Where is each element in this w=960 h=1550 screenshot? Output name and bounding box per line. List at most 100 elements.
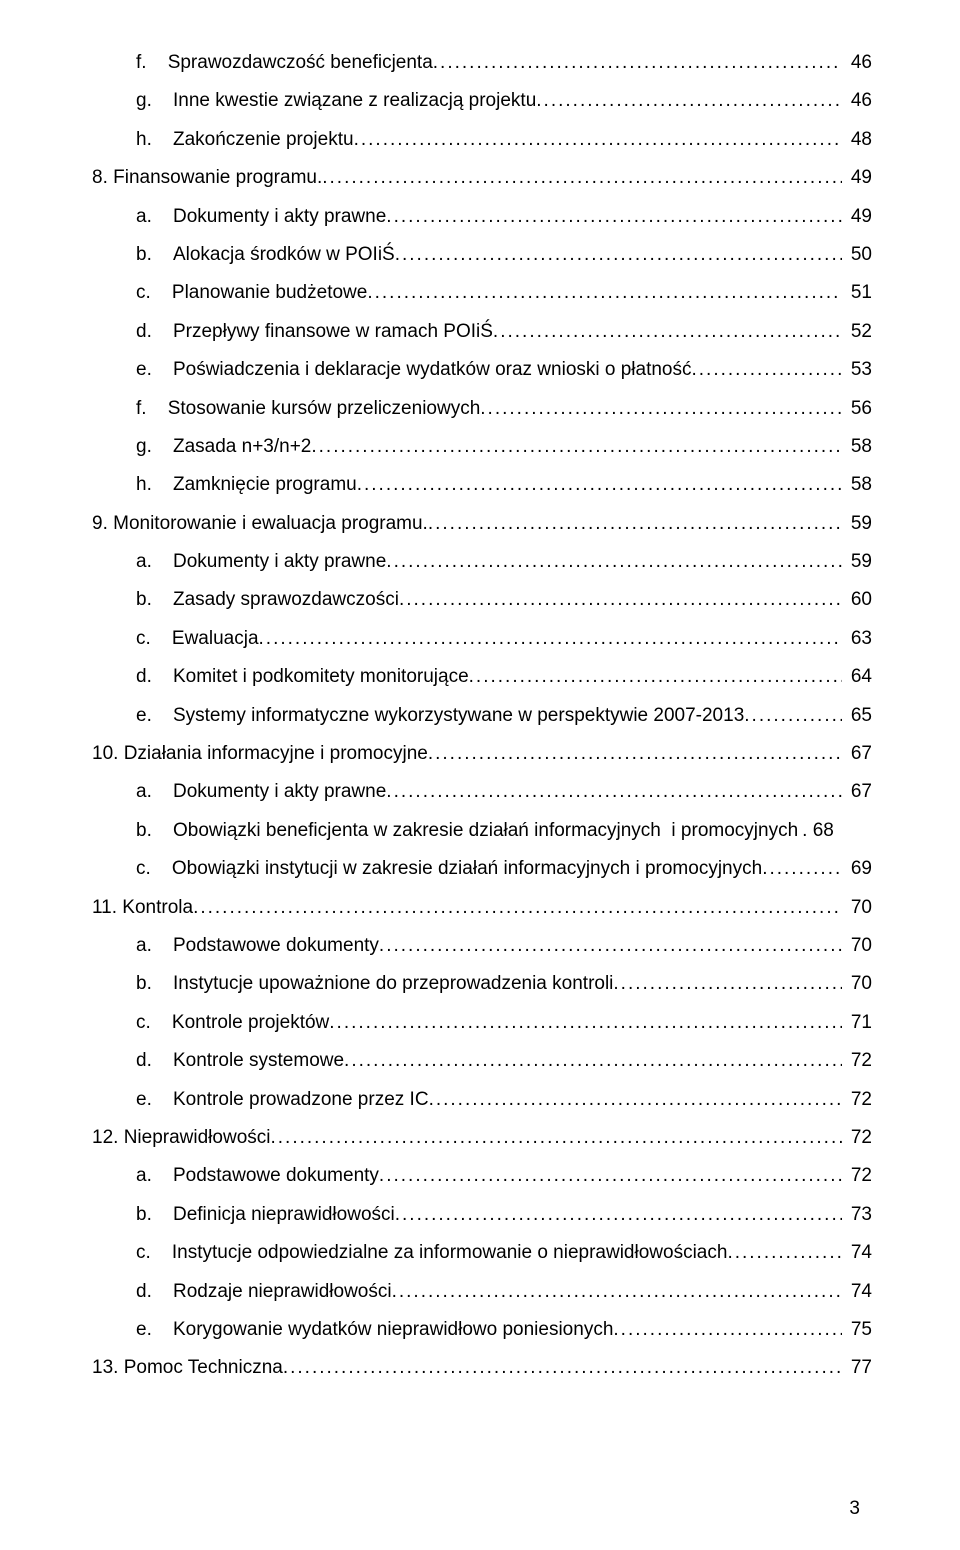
toc-marker: h. xyxy=(136,470,173,500)
toc-label: Instytucje odpowiedzialne za informowani… xyxy=(172,1238,728,1268)
toc-row: g. Zasada n+3/n+2 58 xyxy=(92,432,872,462)
toc-leader-dots xyxy=(762,854,841,884)
toc-page-number: 72 xyxy=(842,1123,872,1153)
toc-page-number: 58 xyxy=(842,432,872,462)
toc-page-number: . 68 xyxy=(798,816,834,846)
toc-page-number: 52 xyxy=(842,317,872,347)
toc-marker: b. xyxy=(136,816,173,846)
toc-page-number: 75 xyxy=(842,1315,872,1345)
toc-page-number: 70 xyxy=(842,931,872,961)
toc-page-number: 73 xyxy=(842,1200,872,1230)
toc-leader-dots xyxy=(727,1238,841,1268)
toc-row: b. Definicja nieprawidłowości 73 xyxy=(92,1200,872,1230)
toc-page-number: 64 xyxy=(842,662,872,692)
toc-row: e. Kontrole prowadzone przez IC 72 xyxy=(92,1085,872,1115)
toc-label: Przepływy finansowe w ramach POIiŚ xyxy=(173,317,493,347)
toc-marker: c. xyxy=(136,854,172,884)
toc-row: c. Kontrole projektów 71 xyxy=(92,1008,872,1038)
toc-label: Podstawowe dokumenty xyxy=(173,931,379,961)
toc-page-number: 67 xyxy=(842,739,872,769)
toc-marker: c. xyxy=(136,624,172,654)
toc-marker: a. xyxy=(136,1161,173,1191)
toc-label: Pomoc Techniczna xyxy=(124,1353,283,1383)
toc-page-number: 67 xyxy=(842,777,872,807)
toc-label: Obowiązki beneficjenta w zakresie działa… xyxy=(173,816,798,846)
toc-row: e. Systemy informatyczne wykorzystywane … xyxy=(92,701,872,731)
toc-leader-dots xyxy=(344,1046,842,1076)
toc-row: f. Sprawozdawczość beneficjenta 46 xyxy=(92,48,872,78)
toc-leader-dots xyxy=(744,701,841,731)
toc-row: b. Obowiązki beneficjenta w zakresie dzi… xyxy=(92,816,872,846)
toc-label: Poświadczenia i deklaracje wydatków oraz… xyxy=(173,355,692,385)
toc-label: Sprawozdawczość beneficjenta xyxy=(168,48,433,78)
page-number: 3 xyxy=(849,1494,860,1524)
toc-page-number: 46 xyxy=(842,48,872,78)
toc-label: Podstawowe dokumenty xyxy=(173,1161,379,1191)
toc-marker: 10. xyxy=(92,739,124,769)
toc-row: e. Korygowanie wydatków nieprawidłowo po… xyxy=(92,1315,872,1345)
toc-marker: e. xyxy=(136,1085,173,1115)
toc-label: Komitet i podkomitety monitorujące xyxy=(173,662,469,692)
toc-label: Monitorowanie i ewaluacja programu. xyxy=(113,509,428,539)
toc-row: b. Alokacja środków w POIiŚ 50 xyxy=(92,240,872,270)
toc-leader-dots xyxy=(399,585,842,615)
toc-leader-dots xyxy=(469,662,842,692)
toc-marker: 8. xyxy=(92,163,113,193)
toc-row: e. Poświadczenia i deklaracje wydatków o… xyxy=(92,355,872,385)
toc-row: a. Podstawowe dokumenty 72 xyxy=(92,1161,872,1191)
toc-page-number: 71 xyxy=(842,1008,872,1038)
toc-page-number: 49 xyxy=(842,202,872,232)
toc-row: 12. Nieprawidłowości 72 xyxy=(92,1123,872,1153)
toc-row: b. Instytucje upoważnione do przeprowadz… xyxy=(92,969,872,999)
toc-marker: d. xyxy=(136,1046,173,1076)
toc-marker: a. xyxy=(136,202,173,232)
toc-label: Kontrole projektów xyxy=(172,1008,329,1038)
toc-row: c. Instytucje odpowiedzialne za informow… xyxy=(92,1238,872,1268)
toc-label: Nieprawidłowości xyxy=(124,1123,271,1153)
toc-leader-dots xyxy=(395,1200,842,1230)
toc-page-number: 58 xyxy=(842,470,872,500)
toc-row: 13. Pomoc Techniczna 77 xyxy=(92,1353,872,1383)
toc-page-number: 59 xyxy=(842,509,872,539)
toc-row: 9. Monitorowanie i ewaluacja programu. 5… xyxy=(92,509,872,539)
toc-row: 8. Finansowanie programu. 49 xyxy=(92,163,872,193)
toc-label: Ewaluacja xyxy=(172,624,259,654)
toc-page-number: 72 xyxy=(842,1161,872,1191)
toc-marker: d. xyxy=(136,1277,173,1307)
toc-page-number: 70 xyxy=(842,893,872,923)
toc-label: Zasada n+3/n+2 xyxy=(173,432,311,462)
document-page: f. Sprawozdawczość beneficjenta 46 g. Inn… xyxy=(0,0,960,1550)
toc-marker: g. xyxy=(136,432,173,462)
toc-label: Finansowanie programu. xyxy=(113,163,322,193)
toc-row: g. Inne kwestie związane z realizacją pr… xyxy=(92,86,872,116)
toc-marker: f. xyxy=(136,48,168,78)
toc-page-number: 69 xyxy=(842,854,872,884)
toc-page-number: 77 xyxy=(842,1353,872,1383)
toc-row: 11. Kontrola 70 xyxy=(92,893,872,923)
toc-page-number: 74 xyxy=(842,1277,872,1307)
toc-row: c. Ewaluacja 63 xyxy=(92,624,872,654)
toc-row: a. Podstawowe dokumenty 70 xyxy=(92,931,872,961)
toc-label: Działania informacyjne i promocyjne xyxy=(124,739,428,769)
toc-marker: e. xyxy=(136,701,173,731)
toc-row: h. Zamknięcie programu 58 xyxy=(92,470,872,500)
toc-leader-dots xyxy=(386,202,841,232)
toc-page-number: 53 xyxy=(842,355,872,385)
toc-label: Instytucje upoważnione do przeprowadzeni… xyxy=(173,969,613,999)
toc-label: Zasady sprawozdawczości xyxy=(173,585,399,615)
toc-marker: f. xyxy=(136,394,168,424)
toc-row: f. Stosowanie kursów przeliczeniowych 56 xyxy=(92,394,872,424)
toc-label: Systemy informatyczne wykorzystywane w p… xyxy=(173,701,744,731)
toc-row: c. Obowiązki instytucji w zakresie dział… xyxy=(92,854,872,884)
toc-row: d. Kontrole systemowe 72 xyxy=(92,1046,872,1076)
toc-leader-dots xyxy=(367,278,841,308)
toc-label: Inne kwestie związane z realizacją proje… xyxy=(173,86,536,116)
toc-leader-dots xyxy=(428,509,842,539)
toc-marker: a. xyxy=(136,547,173,577)
toc-leader-dots xyxy=(379,931,842,961)
toc-label: Kontrole systemowe xyxy=(173,1046,344,1076)
toc-label: Kontrola xyxy=(122,893,193,923)
toc-leader-dots xyxy=(386,777,841,807)
toc-marker: 9. xyxy=(92,509,113,539)
toc-marker: 13. xyxy=(92,1353,124,1383)
